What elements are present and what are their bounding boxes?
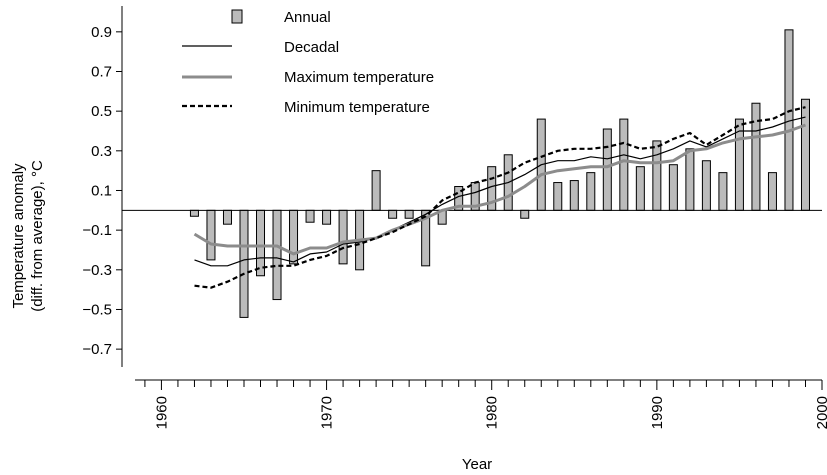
- legend-annual-swatch: [231, 9, 243, 24]
- y-tick-label: 0.3: [91, 143, 112, 160]
- legend-decadal-label: Decadal: [284, 39, 339, 56]
- annual-bar: [767, 172, 777, 211]
- trend-lines: [193, 106, 807, 289]
- annual-bar: [602, 128, 612, 211]
- annual-bar: [520, 209, 530, 219]
- y-tick-label: −0.1: [82, 222, 112, 239]
- decadal-line: [194, 116, 806, 267]
- annual-bar: [256, 209, 266, 277]
- annual-bar: [404, 209, 414, 219]
- x-tick-label: 1970: [319, 396, 336, 429]
- annual-bar: [668, 164, 678, 211]
- y-tick-label: 0.7: [91, 63, 112, 80]
- y-tick-label: −0.5: [82, 301, 112, 318]
- annual-bar: [586, 172, 596, 211]
- legend: Annual Decadal Maximum temperature Minim…: [182, 9, 434, 116]
- annual-bar: [338, 209, 348, 265]
- y-axis-title-line1: Temperature anomaly: [10, 163, 27, 309]
- annual-bar: [635, 166, 645, 211]
- annual-bar: [553, 182, 563, 211]
- y-tick-label: 0.5: [91, 103, 112, 120]
- x-tick-label: 2000: [814, 396, 827, 429]
- maximum-temperature-line: [193, 123, 807, 256]
- legend-maximum-label: Maximum temperature: [284, 69, 434, 86]
- annual-bar: [652, 140, 662, 211]
- legend-minimum-label: Minimum temperature: [284, 99, 430, 116]
- x-tick-label: 1980: [484, 396, 501, 429]
- annual-bar: [222, 209, 232, 225]
- y-tick-label: 0.9: [91, 24, 112, 41]
- y-axis-title-line2: (diff. from average), °C: [29, 160, 46, 312]
- annual-bar: [305, 209, 315, 223]
- minimum-temperature-line: [194, 106, 806, 289]
- annual-bar: [685, 148, 695, 211]
- annual-bar: [388, 209, 398, 219]
- annual-bar: [272, 209, 282, 301]
- annual-bar: [371, 170, 381, 211]
- annual-bar: [239, 209, 249, 318]
- annual-bar: [701, 160, 711, 211]
- x-ticks: 1960 1970 1980 1990 2000: [144, 380, 827, 429]
- annual-bar: [800, 98, 810, 211]
- y-ticks: 0.9 0.7 0.5 0.3 0.1 −0.1 −0.3 −0.5 −0.7: [82, 24, 122, 358]
- annual-bar: [569, 180, 579, 211]
- y-axis-title: Temperature anomaly (diff. from average)…: [10, 160, 46, 312]
- x-tick-label: 1960: [153, 396, 170, 429]
- annual-bar: [718, 172, 728, 211]
- annual-bar: [751, 102, 761, 211]
- annual-bar: [619, 118, 629, 211]
- x-axis-title: Year: [462, 456, 492, 473]
- annual-bar: [189, 209, 199, 217]
- y-tick-label: −0.3: [82, 262, 112, 279]
- y-tick-label: 0.1: [91, 182, 112, 199]
- annual-bar: [206, 209, 216, 261]
- x-axis: 1960 1970 1980 1990 2000: [135, 379, 827, 429]
- legend-annual-label: Annual: [284, 9, 331, 26]
- y-tick-label: −0.7: [82, 341, 112, 358]
- annual-bar: [289, 209, 299, 265]
- annual-bar: [322, 209, 332, 225]
- x-tick-label: 1990: [649, 396, 666, 429]
- y-axis: 0.9 0.7 0.5 0.3 0.1 −0.1 −0.3 −0.5 −0.7: [82, 6, 123, 367]
